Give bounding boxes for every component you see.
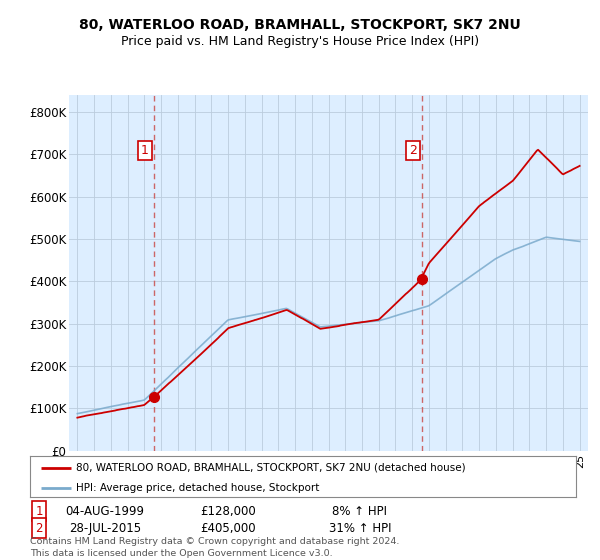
Text: 2: 2 [409,144,416,157]
Text: Contains HM Land Registry data © Crown copyright and database right 2024.
This d: Contains HM Land Registry data © Crown c… [30,537,400,558]
Text: 8% ↑ HPI: 8% ↑ HPI [332,505,388,518]
Text: £405,000: £405,000 [200,521,256,535]
Text: 04-AUG-1999: 04-AUG-1999 [65,505,145,518]
Text: 28-JUL-2015: 28-JUL-2015 [69,521,141,535]
Text: 1: 1 [141,144,149,157]
Text: 31% ↑ HPI: 31% ↑ HPI [329,521,391,535]
Text: 80, WATERLOO ROAD, BRAMHALL, STOCKPORT, SK7 2NU: 80, WATERLOO ROAD, BRAMHALL, STOCKPORT, … [79,18,521,32]
Text: Price paid vs. HM Land Registry's House Price Index (HPI): Price paid vs. HM Land Registry's House … [121,35,479,49]
Text: HPI: Average price, detached house, Stockport: HPI: Average price, detached house, Stoc… [76,483,320,493]
Text: 80, WATERLOO ROAD, BRAMHALL, STOCKPORT, SK7 2NU (detached house): 80, WATERLOO ROAD, BRAMHALL, STOCKPORT, … [76,463,466,473]
Text: 2: 2 [35,521,43,535]
Text: £128,000: £128,000 [200,505,256,518]
Text: 1: 1 [35,505,43,518]
